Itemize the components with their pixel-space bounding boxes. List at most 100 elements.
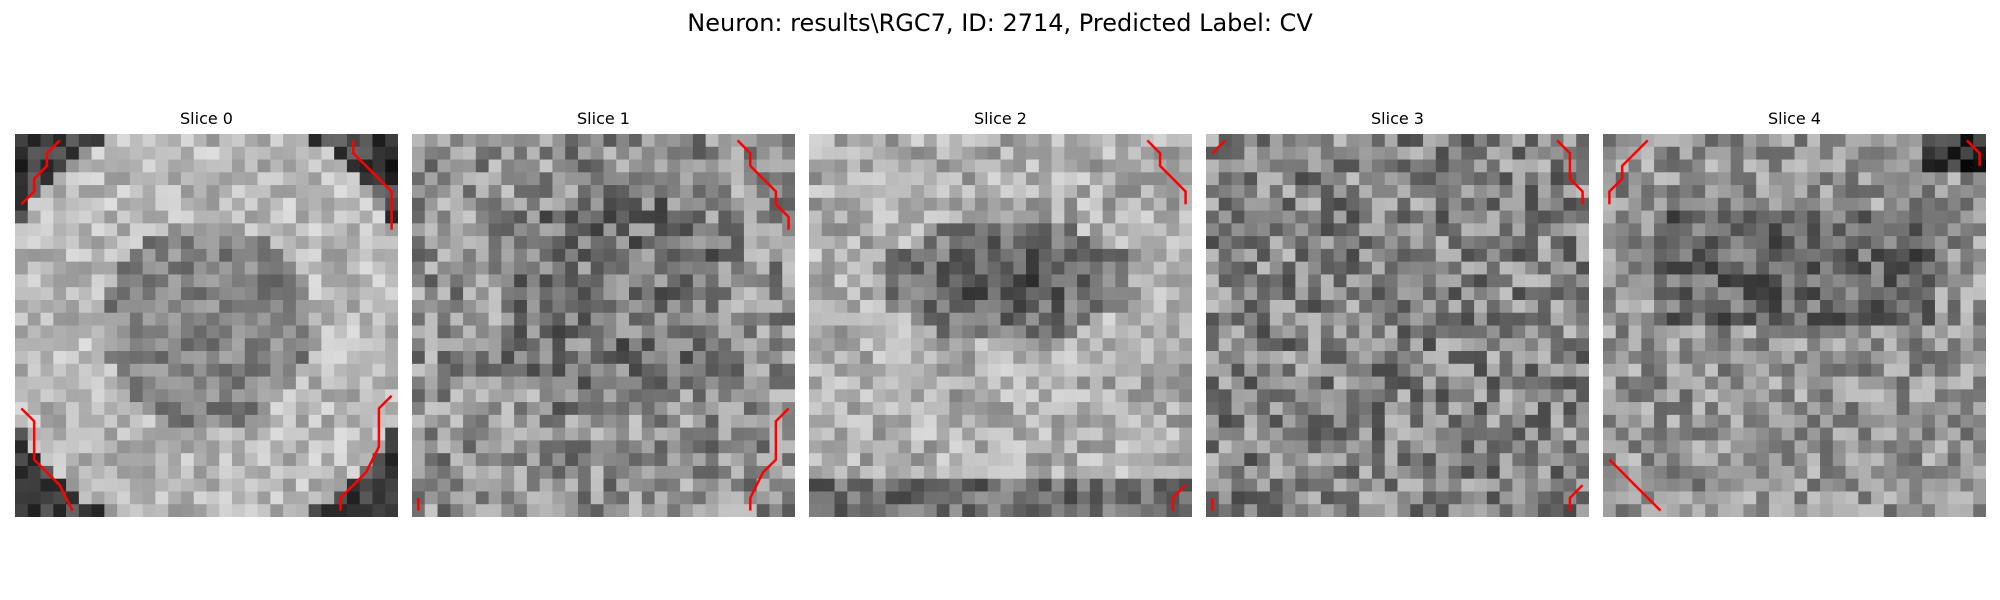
- contour-line-4-0: [1608, 139, 1649, 205]
- pixel-cell: [1153, 172, 1168, 186]
- pixel-cell: [1038, 210, 1053, 224]
- pixel-cell: [1499, 172, 1513, 186]
- pixel-cell: [180, 402, 195, 416]
- pixel-cell: [1666, 274, 1681, 288]
- pixel-cell: [1000, 261, 1014, 276]
- pixel-cell: [104, 185, 118, 199]
- pixel-cell: [1486, 299, 1501, 314]
- pixel-cell: [1883, 402, 1898, 416]
- pixel-cell: [1244, 363, 1258, 378]
- pixel-cell: [834, 185, 848, 199]
- pixel-cell: [142, 197, 157, 212]
- pixel-cell: [949, 402, 963, 416]
- pixel-cell: [53, 504, 67, 517]
- pixel-cell: [257, 248, 271, 263]
- pixel-cell: [1115, 261, 1129, 276]
- pixel-cell: [1397, 287, 1411, 301]
- pixel-cell: [1781, 376, 1796, 390]
- pixel-cell: [1295, 248, 1309, 263]
- pixel-cell: [346, 274, 361, 288]
- pixel-cell: [743, 312, 758, 327]
- pixel-cell: [539, 478, 554, 493]
- pixel-cell: [1206, 274, 1220, 288]
- pixel-cell: [1295, 453, 1309, 467]
- pixel-cell: [1641, 172, 1655, 186]
- pixel-cell: [1820, 197, 1834, 212]
- pixel-cell: [372, 185, 386, 199]
- pixel-cell: [1435, 172, 1450, 186]
- pixel-cell: [616, 299, 630, 314]
- pixel-cell: [1679, 299, 1693, 314]
- pixel-cell: [1730, 159, 1745, 173]
- pixel-cell: [949, 465, 963, 480]
- pixel-cell: [1486, 236, 1501, 250]
- pixel-cell: [641, 465, 656, 480]
- pixel-cell: [385, 351, 398, 365]
- pixel-cell: [1269, 504, 1284, 517]
- pixel-cell: [1089, 414, 1104, 429]
- pixel-cell: [475, 312, 490, 327]
- pixel-cell: [501, 465, 515, 480]
- pixel-cell: [1973, 299, 1986, 314]
- pixel-cell: [117, 440, 131, 454]
- pixel-cell: [1089, 197, 1104, 212]
- pixel-cell: [475, 338, 490, 352]
- pixel-cell: [756, 134, 771, 148]
- pixel-cell: [1934, 338, 1949, 352]
- pixel-cell: [475, 248, 490, 263]
- pixel-cell: [1384, 312, 1399, 327]
- pixel-cell: [1563, 325, 1577, 339]
- pixel-cell: [1820, 351, 1834, 365]
- pixel-cell: [1128, 363, 1142, 378]
- pixel-cell: [834, 172, 848, 186]
- pixel-cell: [1603, 389, 1617, 403]
- pixel-cell: [321, 248, 335, 263]
- pixel-cell: [1000, 453, 1014, 467]
- pixel-cell: [1244, 134, 1258, 148]
- pixel-cell: [270, 210, 284, 224]
- pixel-cell: [1397, 172, 1411, 186]
- pixel-cell: [974, 389, 989, 403]
- pixel-cell: [501, 261, 515, 276]
- pixel-cell: [1486, 210, 1501, 224]
- pixel-cell: [1140, 376, 1155, 390]
- pixel-cell: [334, 402, 348, 416]
- pixel-cell: [1654, 402, 1668, 416]
- pixel-cell: [1140, 478, 1155, 493]
- pixel-cell: [782, 312, 795, 327]
- pixel-cell: [1947, 274, 1962, 288]
- pixel-cell: [1013, 299, 1027, 314]
- pixel-cell: [1320, 402, 1335, 416]
- pixel-cell: [1883, 236, 1898, 250]
- pixel-cell: [1115, 172, 1129, 186]
- pixel-cell: [78, 478, 93, 493]
- pixel-cell: [654, 287, 668, 301]
- pixel-cell: [1244, 248, 1258, 263]
- pixel-cell: [1743, 491, 1757, 505]
- pixel-cell: [1064, 185, 1078, 199]
- pixel-cell: [501, 351, 515, 365]
- pixel-cell: [1064, 248, 1078, 263]
- pixel-cell: [1435, 325, 1450, 339]
- pixel-cell: [1179, 363, 1192, 378]
- pixel-cell: [1743, 223, 1757, 237]
- pixel-cell: [1717, 185, 1732, 199]
- pixel-cell: [1781, 389, 1796, 403]
- pixel-cell: [1922, 478, 1936, 493]
- pixel-cell: [539, 465, 554, 480]
- pixel-cell: [501, 338, 515, 352]
- pixel-cell: [1807, 325, 1821, 339]
- pixel-cell: [91, 312, 105, 327]
- pixel-cell: [1922, 338, 1936, 352]
- pixel-cell: [769, 402, 783, 416]
- pixel-cell: [1628, 185, 1642, 199]
- pixel-cell: [142, 261, 157, 276]
- pixel-cell: [1832, 312, 1847, 327]
- pixel-cell: [1922, 287, 1936, 301]
- pixel-cell: [885, 351, 899, 365]
- pixel-cell: [270, 325, 284, 339]
- pixel-cell: [1705, 210, 1719, 224]
- pixel-cell: [1641, 402, 1655, 416]
- pixel-cell: [412, 210, 426, 224]
- pixel-cell: [1756, 159, 1770, 173]
